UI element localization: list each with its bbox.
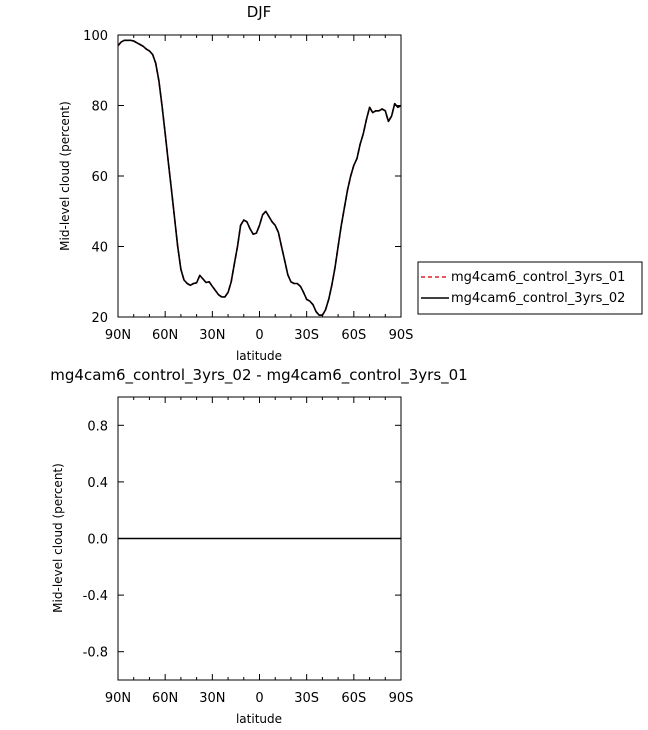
top-chart-title: DJF <box>247 3 272 21</box>
legend-frame <box>417 261 643 315</box>
bottom-y-tick-label: 0.4 <box>87 476 108 491</box>
top-x-tick-label: 90N <box>105 328 131 343</box>
legend: mg4cam6_control_3yrs_01 mg4cam6_control_… <box>417 261 643 315</box>
bottom-panel: mg4cam6_control_3yrs_02 - mg4cam6_contro… <box>50 366 467 726</box>
bottom-y-tick-label: -0.4 <box>83 589 108 604</box>
bottom-y-axis-label: Mid-level cloud (percent) <box>51 463 65 613</box>
top-x-tick-labels: 90N 60N 30N 0 30S 60S 90S <box>105 328 414 343</box>
top-x-axis-label: latitude <box>236 349 282 363</box>
bottom-x-tick-label: 0 <box>255 691 263 706</box>
bottom-x-tick-label: 60N <box>152 691 178 706</box>
top-plot-frame <box>117 34 402 318</box>
top-series-lines <box>117 39 402 317</box>
bottom-x-axis-label: latitude <box>236 712 282 726</box>
top-x-tick-label: 30N <box>199 328 225 343</box>
top-y-tick-label: 100 <box>83 29 108 44</box>
legend-label-series-02: mg4cam6_control_3yrs_02 <box>451 291 625 306</box>
top-y-axis-label: Mid-level cloud (percent) <box>58 101 72 251</box>
bottom-y-tick-labels: 0.8 0.4 0.0 -0.4 -0.8 <box>83 419 108 660</box>
bottom-x-tick-label: 90S <box>389 691 414 706</box>
legend-label-series-01: mg4cam6_control_3yrs_01 <box>451 270 625 285</box>
top-panel: DJF 90N 60N 30N 0 30S 60S 90S 20 40 60 80 100 lati… <box>58 3 413 363</box>
top-y-tick-label: 80 <box>91 100 108 115</box>
bottom-x-tick-label: 60S <box>341 691 366 706</box>
top-x-tick-label: 0 <box>255 328 263 343</box>
top-x-tick-label: 30S <box>294 328 319 343</box>
bottom-y-tick-label: -0.8 <box>83 646 108 661</box>
top-x-tick-label: 60S <box>341 328 366 343</box>
bottom-x-tick-label: 90N <box>105 691 131 706</box>
bottom-x-tick-labels: 90N 60N 30N 0 30S 60S 90S <box>105 691 414 706</box>
bottom-y-tick-label: 0.8 <box>87 419 108 434</box>
bottom-x-tick-label: 30S <box>294 691 319 706</box>
top-series-line-2 <box>117 39 402 317</box>
top-y-tick-labels: 20 40 60 80 100 <box>83 29 108 326</box>
top-series-line-1 <box>117 39 402 317</box>
top-x-tick-label: 60N <box>152 328 178 343</box>
top-y-tick-label: 60 <box>91 170 108 185</box>
bottom-chart-title: mg4cam6_control_3yrs_02 - mg4cam6_contro… <box>50 366 467 385</box>
bottom-y-tick-label: 0.0 <box>87 533 108 548</box>
top-y-tick-label: 40 <box>91 241 108 256</box>
top-x-tick-label: 90S <box>389 328 414 343</box>
bottom-x-tick-label: 30N <box>199 691 225 706</box>
top-tick-marks <box>117 34 402 318</box>
top-y-tick-label: 20 <box>91 311 108 326</box>
